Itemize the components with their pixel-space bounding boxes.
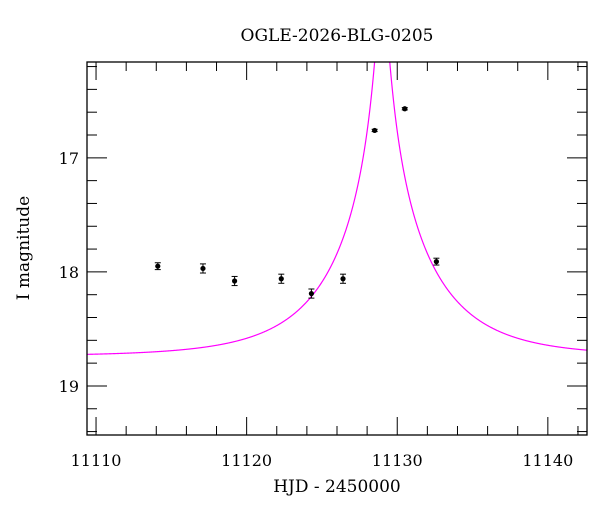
- x-tick-label: 11140: [522, 451, 573, 470]
- data-point: [231, 278, 238, 284]
- y-tick-label: 19: [59, 377, 79, 396]
- x-tick-label: 11110: [71, 451, 122, 470]
- data-point: [155, 263, 161, 269]
- x-tick-label: 11130: [372, 451, 423, 470]
- x-tick-label: 11120: [221, 451, 272, 470]
- model-curve: [87, 62, 587, 355]
- x-axis-label: HJD - 2450000: [273, 477, 401, 497]
- data-point: [433, 259, 439, 265]
- data-point: [372, 127, 378, 134]
- y-tick-label: 18: [59, 263, 79, 282]
- data-point: [308, 290, 314, 297]
- data-point: [200, 265, 206, 272]
- chart-title: OGLE-2026-BLG-0205: [241, 26, 434, 46]
- data-point: [278, 276, 284, 282]
- plot-area: 11110 11120 11130 11140 17 18 19: [59, 61, 588, 470]
- y-tick-label: 17: [59, 149, 79, 168]
- data-point: [402, 106, 408, 112]
- y-axis-label: I magnitude: [14, 196, 34, 300]
- plot-frame: [86, 61, 588, 436]
- data-point: [340, 276, 346, 282]
